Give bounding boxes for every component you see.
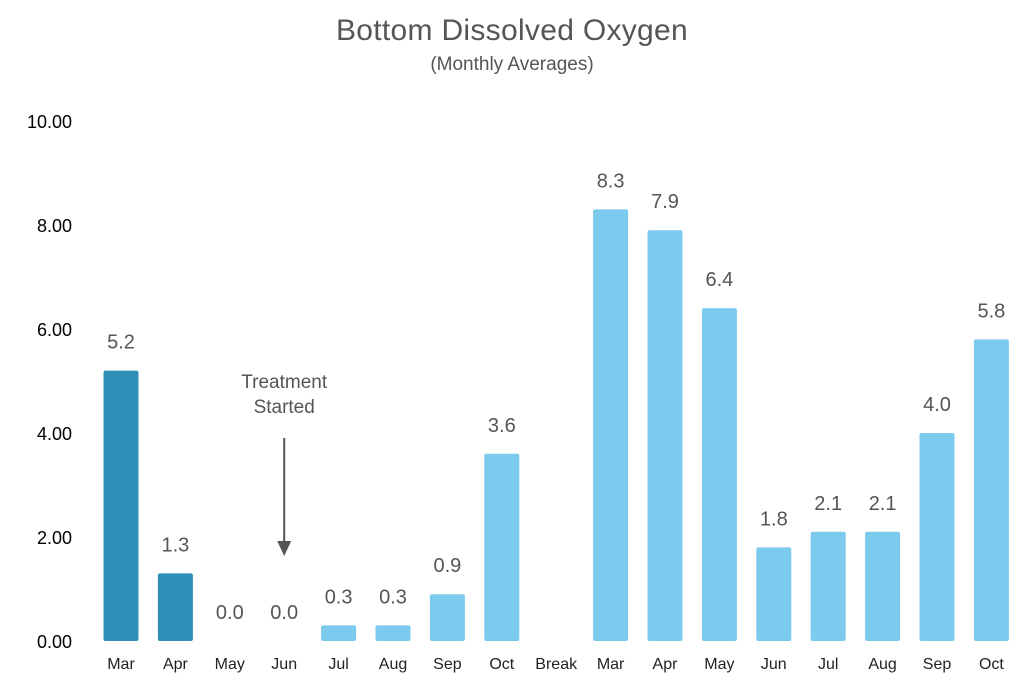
data-label: 2.1: [814, 493, 842, 515]
bar: [973, 339, 1009, 641]
data-label: 1.8: [760, 508, 788, 530]
y-tick-label: 8.00: [37, 216, 72, 236]
x-tick-label: Apr: [653, 656, 679, 673]
bar: [647, 230, 683, 641]
data-label: 0.3: [379, 586, 407, 608]
data-label: 0.0: [216, 602, 244, 624]
x-tick-label: May: [704, 656, 734, 673]
x-tick-label: Sep: [433, 656, 462, 673]
x-tick-label: Mar: [107, 656, 135, 673]
data-label: 2.1: [869, 493, 897, 515]
x-tick-label: Break: [535, 656, 578, 673]
bar: [701, 308, 737, 641]
bar: [103, 370, 139, 641]
x-tick-label: Jun: [271, 656, 297, 673]
x-tick-label: Mar: [597, 656, 625, 673]
bar: [810, 531, 846, 641]
x-tick-label: Sep: [923, 656, 952, 673]
bar: [865, 531, 901, 641]
bar: [321, 625, 357, 641]
bar: [429, 594, 465, 641]
y-tick-label: 0.00: [37, 632, 72, 652]
y-tick-label: 2.00: [37, 528, 72, 548]
bar: [919, 433, 955, 641]
data-label: 8.3: [597, 170, 625, 192]
x-tick-label: Aug: [379, 656, 407, 673]
data-label: 0.0: [270, 602, 298, 624]
data-label: 7.9: [651, 191, 679, 213]
bar: [484, 453, 520, 641]
bar: [756, 547, 792, 641]
data-label: 4.0: [923, 394, 951, 416]
data-label: 0.9: [433, 555, 461, 577]
annotation-text: Started: [254, 397, 315, 418]
annotation-arrow-head-icon: [277, 541, 292, 556]
x-tick-label: Oct: [489, 656, 514, 673]
y-tick-label: 4.00: [37, 424, 72, 444]
x-tick-label: Jul: [818, 656, 838, 673]
x-tick-label: Aug: [868, 656, 896, 673]
y-tick-label: 10.00: [27, 112, 72, 132]
chart-title: Bottom Dissolved Oxygen: [335, 14, 689, 47]
x-tick-label: May: [215, 656, 245, 673]
x-tick-label: Jul: [328, 656, 348, 673]
data-label: 5.2: [107, 332, 135, 354]
x-tick-label: Jun: [761, 656, 787, 673]
bar: [157, 573, 193, 641]
y-tick-label: 6.00: [37, 320, 72, 340]
bar: [593, 209, 629, 641]
data-label: 3.6: [488, 415, 516, 437]
chart-subtitle: (Monthly Averages): [430, 54, 594, 75]
data-label: 0.3: [325, 586, 353, 608]
data-label: 6.4: [705, 269, 733, 291]
data-label: 1.3: [161, 534, 189, 556]
x-tick-label: Oct: [979, 656, 1004, 673]
data-label: 5.8: [977, 300, 1005, 322]
annotation-text: Treatment: [241, 372, 328, 393]
bar: [375, 625, 411, 641]
x-tick-label: Apr: [163, 656, 189, 673]
